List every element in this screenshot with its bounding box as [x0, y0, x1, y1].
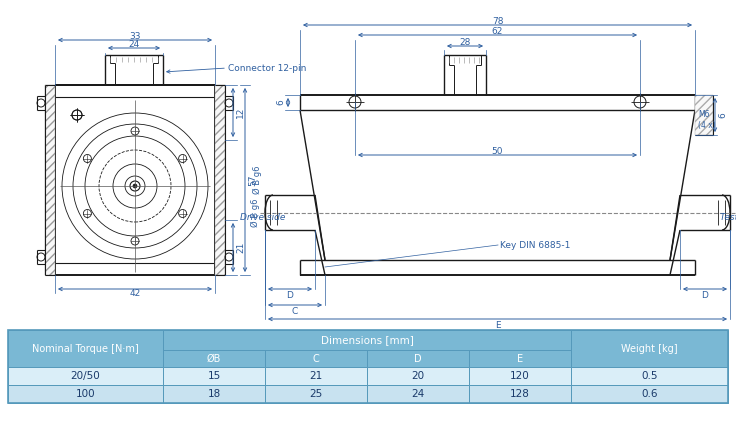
Text: Dimensions [mm]: Dimensions [mm]: [321, 335, 414, 345]
Bar: [265, 350, 367, 367]
Bar: [163, 330, 571, 350]
Bar: [469, 350, 571, 367]
Bar: [367, 385, 469, 403]
Bar: [8, 367, 163, 385]
Text: 15: 15: [208, 371, 221, 381]
Bar: [163, 367, 265, 385]
Bar: [8, 330, 163, 367]
Text: 42: 42: [130, 288, 141, 297]
Text: 24: 24: [411, 389, 425, 399]
Bar: [469, 385, 571, 403]
Text: 50: 50: [492, 146, 503, 155]
Text: D: D: [286, 291, 294, 300]
Bar: [695, 95, 713, 135]
Text: 128: 128: [510, 389, 530, 399]
Text: C: C: [292, 306, 298, 315]
Text: Ø B g6: Ø B g6: [252, 166, 261, 194]
Text: Ø B g6: Ø B g6: [250, 198, 260, 227]
Bar: [265, 385, 367, 403]
Bar: [215, 85, 225, 275]
Text: M6
(4 x): M6 (4 x): [698, 110, 715, 130]
Text: C: C: [313, 354, 319, 363]
Bar: [8, 385, 163, 403]
Bar: [45, 85, 55, 275]
Text: 0.6: 0.6: [641, 389, 658, 399]
Text: 25: 25: [309, 389, 322, 399]
Bar: [8, 330, 728, 403]
Text: 6: 6: [718, 112, 727, 118]
Bar: [469, 367, 571, 385]
Text: Key DIN 6885-1: Key DIN 6885-1: [500, 241, 570, 250]
Text: 78: 78: [492, 17, 503, 26]
Text: 18: 18: [208, 389, 221, 399]
Text: ØB: ØB: [207, 354, 222, 363]
Bar: [571, 330, 728, 367]
Text: 21: 21: [236, 242, 245, 253]
Bar: [571, 367, 728, 385]
Bar: [571, 385, 728, 403]
Circle shape: [133, 184, 137, 188]
Bar: [163, 350, 265, 367]
Text: E: E: [517, 354, 523, 363]
Text: 6: 6: [276, 100, 285, 105]
Text: D: D: [701, 291, 709, 300]
Bar: [265, 367, 367, 385]
Text: 33: 33: [130, 32, 141, 41]
Text: 20: 20: [411, 371, 425, 381]
Bar: [367, 350, 469, 367]
Bar: [367, 367, 469, 385]
Text: Weight [kg]: Weight [kg]: [621, 344, 678, 354]
Text: 57: 57: [248, 174, 257, 186]
Text: 62: 62: [492, 27, 503, 36]
Text: 12: 12: [236, 107, 245, 118]
Text: Connector 12-pin: Connector 12-pin: [228, 63, 306, 72]
Text: 20/50: 20/50: [71, 371, 100, 381]
Text: 28: 28: [459, 38, 471, 47]
Text: 24: 24: [128, 39, 140, 48]
Text: 120: 120: [510, 371, 530, 381]
Text: 100: 100: [76, 389, 96, 399]
Text: E: E: [495, 321, 500, 330]
Text: 0.5: 0.5: [641, 371, 658, 381]
Text: Nominal Torque [N·m]: Nominal Torque [N·m]: [32, 344, 139, 354]
Text: 21: 21: [309, 371, 322, 381]
Text: Test side: Test side: [720, 213, 736, 222]
Bar: [163, 385, 265, 403]
Text: D: D: [414, 354, 422, 363]
Text: Drive side: Drive side: [240, 213, 285, 222]
